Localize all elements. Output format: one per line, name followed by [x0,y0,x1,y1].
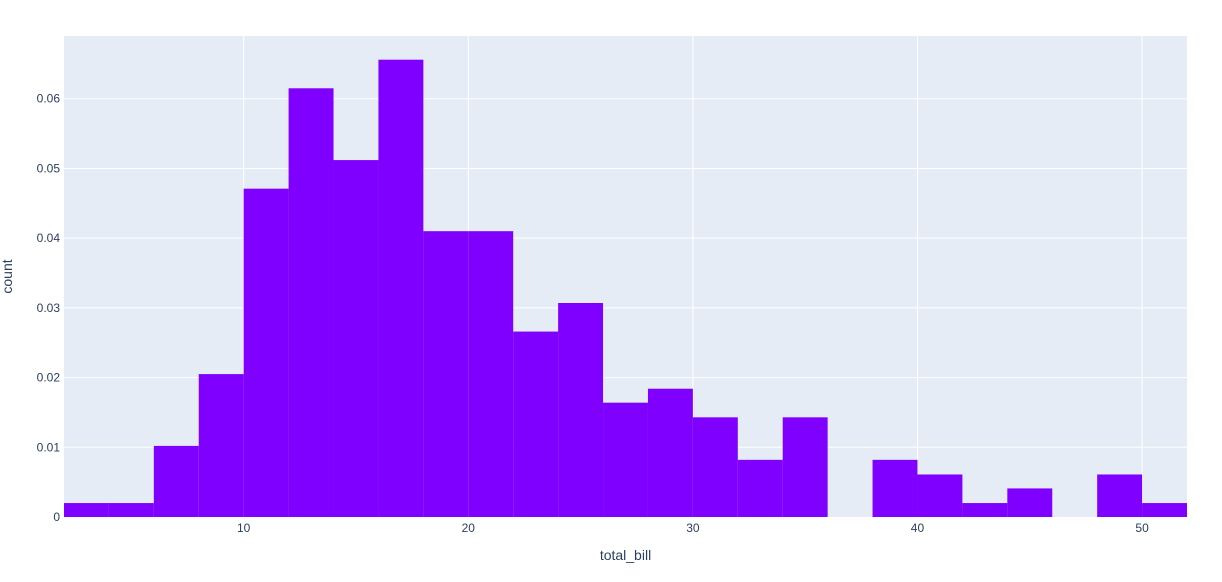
histogram-bar [1007,488,1053,517]
y-tick-labels: 0 0.01 0.02 0.03 0.04 0.05 0.06 [37,92,61,524]
histogram-bar [872,459,918,517]
histogram-bar [378,59,424,518]
histogram-bar [737,459,783,517]
x-axis-title: total_bill [600,547,651,563]
histogram-bar [288,88,334,518]
y-tick-label: 0.06 [37,92,61,106]
histogram-bar [423,231,469,517]
histogram-bar [692,417,738,517]
y-tick-label: 0.02 [37,371,61,385]
histogram-bar [917,474,963,517]
x-tick-label: 20 [462,521,476,535]
histogram-bar [198,374,244,517]
histogram-bars [64,59,1187,518]
x-tick-label: 50 [1135,521,1149,535]
y-tick-label: 0.04 [37,231,61,245]
histogram-bar [153,445,199,517]
y-tick-label: 0.05 [37,161,61,175]
y-tick-label: 0.01 [37,440,61,454]
histogram-bar [64,503,109,517]
histogram-bar [1142,503,1187,517]
y-tick-label: 0 [53,510,60,524]
x-tick-labels: 10 20 30 40 50 [237,521,1149,535]
histogram-bar [558,302,604,517]
histogram-bar [962,503,1008,517]
histogram-bar [782,417,828,517]
x-tick-label: 30 [686,521,700,535]
histogram-bar [243,188,289,517]
histogram-bar [603,402,648,517]
x-tick-label: 40 [911,521,925,535]
histogram-bar [647,388,693,517]
histogram-bar [513,331,559,517]
y-tick-label: 0.03 [37,301,61,315]
y-axis-title: count [0,259,15,293]
histogram-bar [333,160,379,518]
histogram-bar [108,503,154,517]
x-tick-label: 10 [237,521,251,535]
histogram-bar [1097,474,1143,517]
histogram-bar [468,231,514,517]
